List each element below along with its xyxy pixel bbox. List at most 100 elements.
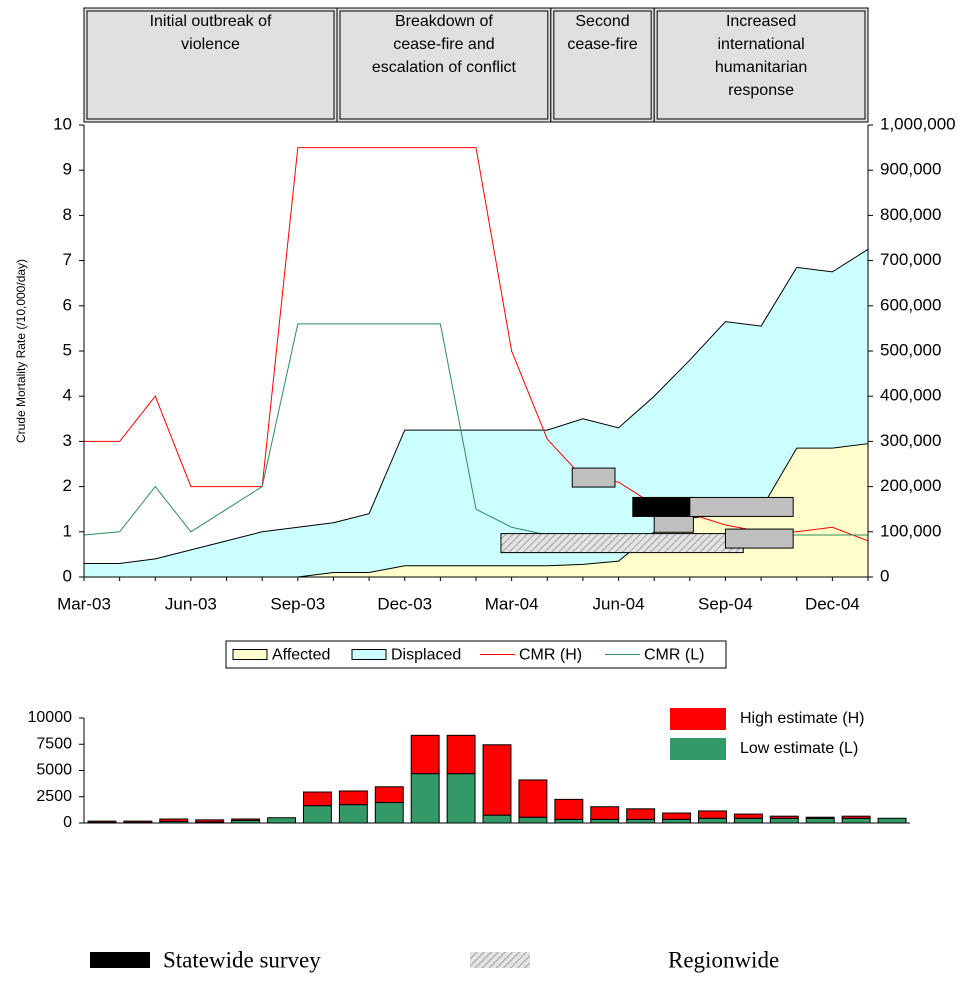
y-tick-label: 1 — [63, 521, 72, 540]
phase-label: international — [718, 36, 805, 53]
bar-segment — [338, 790, 368, 806]
bar-segment — [446, 734, 476, 775]
y-tick-label: 5 — [63, 340, 72, 359]
y-tick-label: 10 — [53, 114, 72, 133]
bar-segment — [267, 817, 296, 824]
phase-label: Initial outbreak of — [150, 13, 272, 30]
phase-box — [550, 7, 655, 123]
x-tick-label: Sep-04 — [698, 594, 753, 613]
bar-segment — [626, 818, 656, 824]
survey-box — [724, 528, 794, 549]
bar-segment — [87, 820, 117, 823]
phase-label: escalation of conflict — [372, 59, 517, 76]
y-tick-label: 10000 — [28, 709, 73, 726]
y-tick-label: 7500 — [36, 735, 72, 752]
phase-box-inner — [86, 10, 335, 120]
bar-segment — [590, 806, 620, 820]
phase-label: humanitarian — [715, 59, 808, 76]
bar-segment — [374, 802, 404, 824]
y2-tick-label: 100,000 — [880, 521, 941, 540]
bar-segment — [410, 773, 440, 824]
bar-segment — [482, 814, 512, 824]
bar-segment — [231, 818, 261, 821]
bar-segment — [841, 815, 871, 819]
phase-box-inner — [553, 10, 652, 120]
y2-tick-label: 700,000 — [880, 250, 941, 269]
y2-tick-label: 900,000 — [880, 160, 941, 179]
line — [84, 147, 869, 542]
bar-segment — [841, 817, 871, 824]
y-tick-label: 8 — [63, 205, 72, 224]
y2-tick-label: 800,000 — [880, 205, 941, 224]
survey-legend-label: Statewide survey — [163, 947, 321, 972]
x-tick-label: Sep-03 — [270, 594, 325, 613]
phase-label: response — [728, 82, 794, 99]
bar-segment — [302, 805, 332, 824]
y-tick-label: 9 — [63, 160, 72, 179]
y-axis-label: Crude Mortality Rate (/10,000/day) — [14, 259, 28, 443]
bar-segment — [518, 779, 548, 818]
x-tick-label: Dec-03 — [377, 594, 432, 613]
phase-box — [653, 7, 869, 123]
y2-tick-label: 400,000 — [880, 386, 941, 405]
survey-legend-swatch — [90, 952, 150, 968]
phase-box — [336, 7, 552, 123]
survey-legend-label: Regionwide — [668, 947, 779, 972]
bar-segment — [410, 734, 440, 775]
phase-label: violence — [181, 36, 240, 53]
bar-segment — [662, 818, 692, 824]
survey-box — [571, 467, 616, 488]
phase-label: Breakdown of — [395, 13, 493, 30]
phase-label: cease-fire and — [393, 36, 494, 53]
y-tick-label: 6 — [63, 295, 72, 314]
legend-label: CMR (H) — [519, 647, 582, 664]
bar-segment — [769, 815, 799, 819]
bar-segment — [374, 786, 404, 804]
x-tick-label: Mar-03 — [57, 594, 111, 613]
legend-swatch — [351, 649, 387, 660]
bar-segment — [769, 817, 799, 824]
bar-segment — [626, 808, 656, 820]
survey-box — [500, 533, 744, 554]
bar-segment — [195, 819, 225, 823]
legend-swatch — [232, 649, 268, 660]
bar-segment — [805, 816, 835, 819]
y2-tick-label: 200,000 — [880, 476, 941, 495]
y-tick-label: 7 — [63, 250, 72, 269]
x-tick-label: Dec-04 — [805, 594, 860, 613]
y-tick-label: 4 — [63, 386, 72, 405]
bar-segment — [698, 817, 727, 824]
survey-box — [689, 496, 794, 517]
bar-segment — [733, 817, 763, 824]
bar-segment — [159, 818, 189, 822]
legend-swatch — [670, 738, 726, 760]
y2-tick-label: 1,000,000 — [880, 114, 956, 133]
bar-segment — [446, 773, 476, 824]
y2-tick-label: 300,000 — [880, 431, 941, 450]
bar-segment — [662, 812, 692, 820]
bar-segment — [554, 798, 584, 820]
area — [83, 248, 869, 578]
x-tick-label: Jun-04 — [593, 594, 645, 613]
legend-label: Low estimate (L) — [740, 740, 858, 757]
phase-label: Second — [575, 13, 629, 30]
bar-segment — [338, 804, 368, 824]
bar-segment — [123, 820, 153, 823]
phase-box — [83, 7, 338, 123]
bar-segment — [698, 810, 727, 819]
y2-tick-label: 500,000 — [880, 340, 941, 359]
legend-label: High estimate (H) — [740, 710, 864, 727]
y-tick-label: 2500 — [36, 788, 72, 805]
x-tick-label: Mar-04 — [485, 594, 539, 613]
y-tick-label: 3 — [63, 431, 72, 450]
bar-segment — [302, 791, 332, 807]
phase-box-inner — [339, 10, 549, 120]
legend-box — [225, 640, 727, 669]
bar-segment — [482, 744, 512, 816]
survey-legend-swatch — [470, 952, 530, 968]
bar-segment — [590, 818, 620, 824]
y-tick-label: 0 — [63, 566, 72, 585]
y-tick-label: 0 — [63, 814, 72, 831]
survey-box — [632, 496, 694, 517]
